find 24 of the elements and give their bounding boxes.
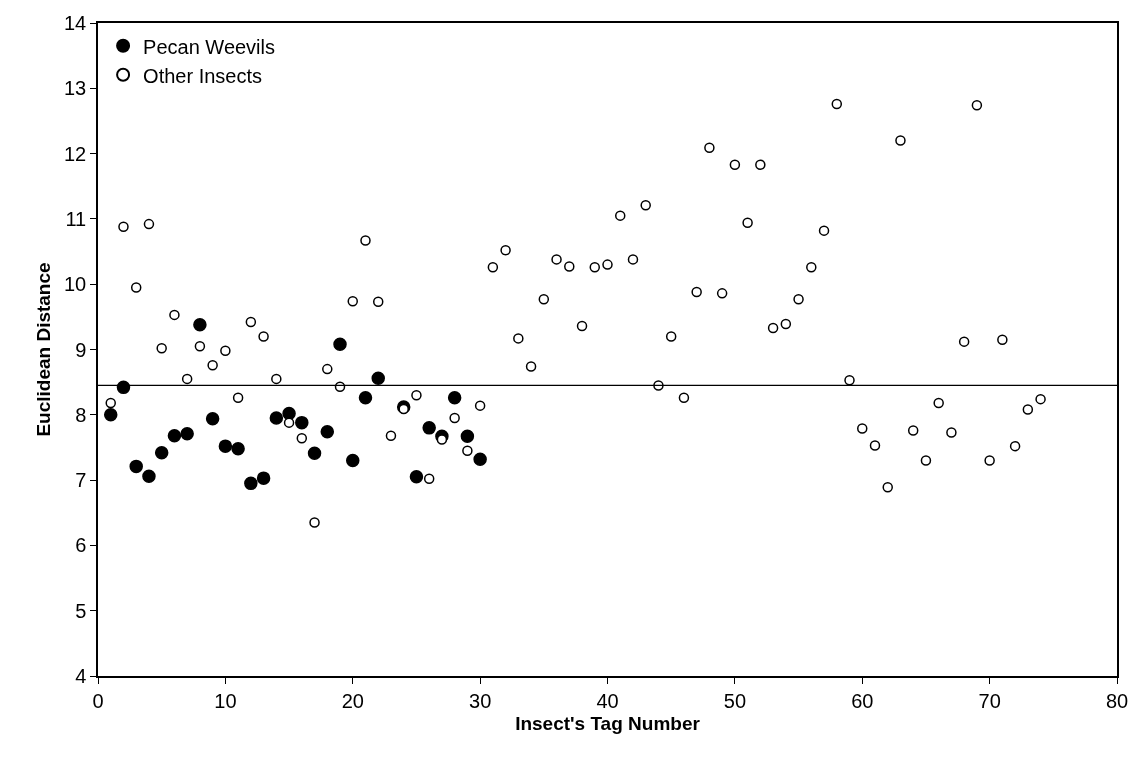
x-tick-label: 10	[214, 689, 237, 712]
y-tick-label: 12	[64, 142, 87, 165]
legend-label: Pecan Weevils	[143, 35, 276, 58]
x-tick-label: 20	[341, 689, 364, 712]
y-tick-label: 6	[75, 534, 87, 557]
y-tick-label: 11	[65, 207, 87, 230]
x-tick-label: 50	[723, 689, 747, 712]
y-tick-label: 8	[75, 403, 87, 426]
y-tick-label: 14	[64, 12, 87, 34]
y-tick-label: 7	[75, 469, 87, 492]
y-tick-label: 4	[75, 665, 87, 687]
x-tick-label: 80	[1105, 689, 1129, 712]
x-tick-label: 0	[92, 689, 104, 712]
y-tick-label: 10	[64, 273, 87, 296]
y-tick-label: 13	[64, 77, 87, 100]
x-tick-label: 30	[469, 689, 492, 712]
x-axis-title: Insect's Tag Number	[515, 713, 701, 735]
y-tick-label: 5	[75, 599, 87, 622]
x-tick-label: 40	[596, 689, 619, 712]
x-tick-label: 60	[851, 689, 874, 712]
y-tick-label: 9	[75, 338, 87, 361]
x-tick-label: 70	[978, 689, 1001, 712]
y-axis-title: Euclidean Distance	[33, 262, 55, 437]
legend-label: Other Insects	[143, 64, 263, 87]
